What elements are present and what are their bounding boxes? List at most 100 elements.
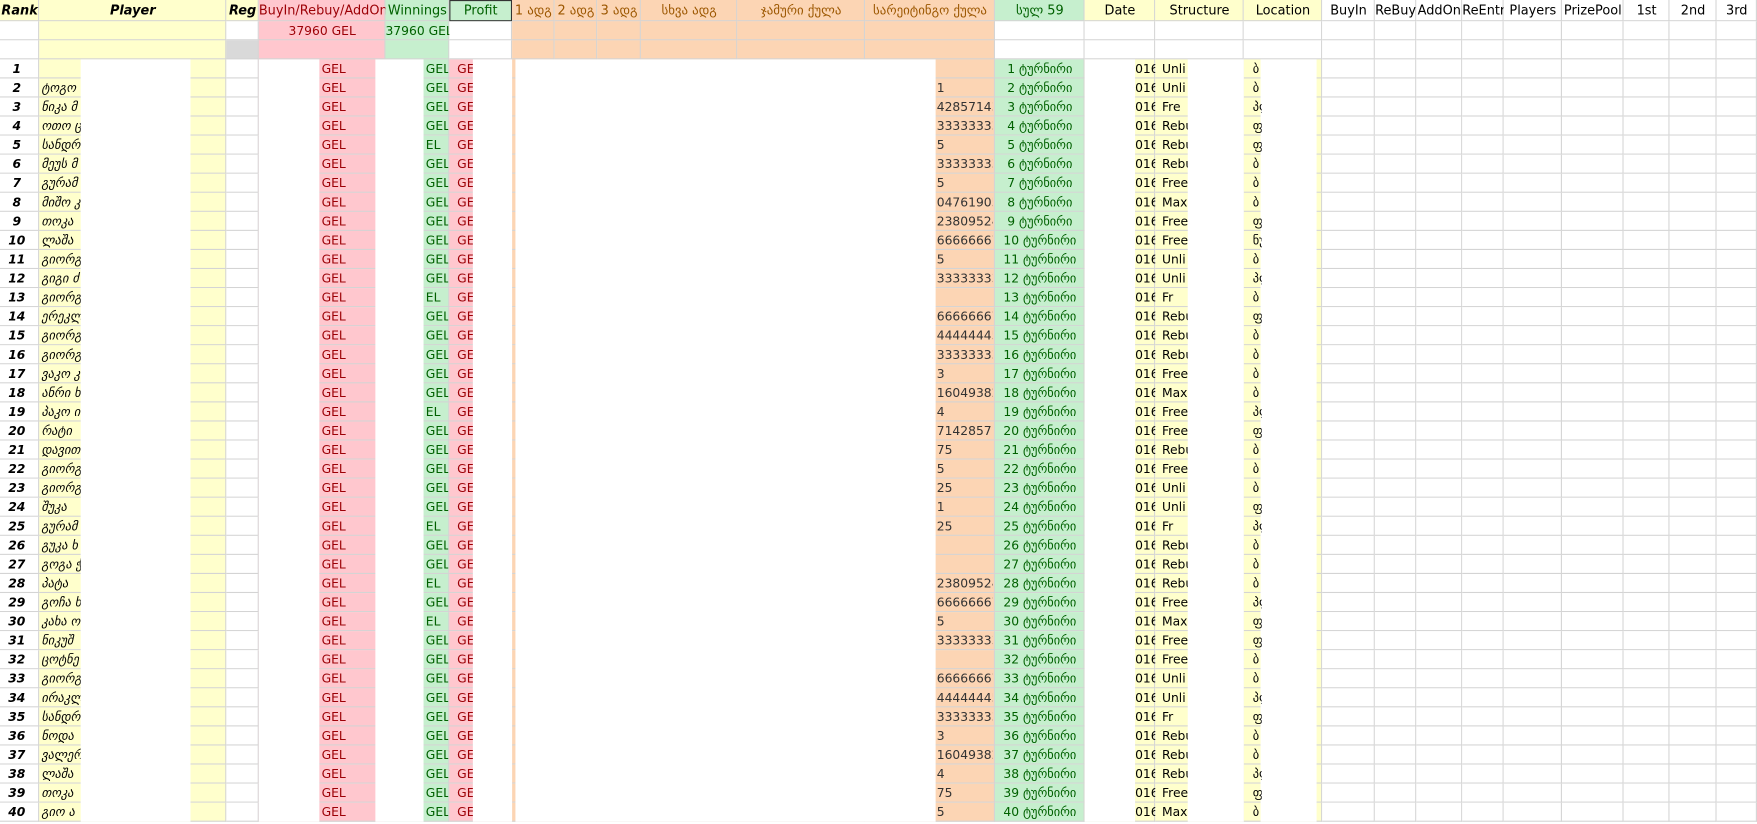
- header-cell: [597, 0, 641, 22]
- summary-cell: [1462, 21, 1504, 41]
- cell: [1561, 764, 1624, 784]
- cell: [1416, 288, 1463, 308]
- summary-cell: [1561, 21, 1624, 41]
- cell: [1669, 516, 1717, 536]
- cell: [1716, 440, 1757, 460]
- cell: [0, 402, 40, 422]
- cell: [1462, 688, 1504, 708]
- cell: [1503, 612, 1562, 632]
- cell: [0, 669, 40, 689]
- cell: [226, 211, 259, 231]
- player: გიორგ: [41, 671, 81, 687]
- rank: 35: [8, 709, 26, 725]
- cell: [995, 154, 1085, 174]
- cell: [1416, 535, 1463, 555]
- structure: Max: [1161, 804, 1188, 820]
- cell: [226, 745, 259, 765]
- structure: Rebu: [1161, 347, 1188, 363]
- cell: [995, 116, 1085, 136]
- rank: 1: [12, 61, 22, 77]
- cell: [1669, 478, 1717, 498]
- cell: [1716, 383, 1757, 403]
- structure: Rebu: [1161, 137, 1188, 153]
- cell: [1669, 192, 1717, 212]
- cell: [1561, 154, 1624, 174]
- cell: [1561, 783, 1624, 803]
- cell: [1462, 631, 1504, 651]
- date: 016: [1135, 366, 1155, 382]
- date: 016: [1135, 385, 1155, 401]
- profit: GE: [457, 80, 473, 96]
- cell: [0, 97, 40, 117]
- cell: [1462, 802, 1504, 822]
- rating: 3: [936, 728, 945, 744]
- profit: GE: [457, 99, 473, 115]
- column-header: PrizePool: [1563, 2, 1622, 18]
- cell: [1623, 764, 1670, 784]
- winnings: GEL: [425, 461, 449, 477]
- column-header: 3 ადგ: [600, 2, 638, 18]
- rank: 7: [12, 176, 22, 191]
- cell: [1374, 326, 1417, 346]
- cell: [226, 78, 259, 98]
- cell: [226, 192, 259, 212]
- rank: 30: [8, 614, 26, 629]
- structure: Max: [1161, 195, 1188, 210]
- cell: [226, 135, 259, 155]
- cell: [1462, 230, 1504, 251]
- profit: GE: [457, 61, 473, 77]
- cell: [226, 250, 259, 270]
- cell: [1462, 59, 1504, 79]
- tournaments: 13 ტურნირი: [1003, 290, 1077, 305]
- cell: [1669, 288, 1717, 308]
- structure: Free: [1161, 233, 1188, 248]
- summary-cell: [597, 40, 641, 60]
- location: ბ: [1252, 195, 1260, 210]
- player: ოთო ც: [41, 118, 81, 134]
- cell: [0, 574, 40, 594]
- profit: GE: [457, 633, 473, 648]
- cell: [1623, 250, 1670, 270]
- rank: 27: [8, 557, 26, 572]
- cell: [995, 745, 1085, 765]
- profit: GE: [457, 423, 473, 439]
- cell: [1623, 574, 1670, 594]
- header-cell: [226, 0, 259, 22]
- winnings: GEL: [425, 233, 449, 248]
- rank: 32: [8, 652, 26, 668]
- cell: [1503, 192, 1562, 212]
- player: ირაკლ: [41, 690, 81, 706]
- location: ბ: [1252, 80, 1260, 96]
- summary-cell: [385, 21, 450, 41]
- cell: [1503, 802, 1562, 822]
- date: 016: [1135, 538, 1155, 553]
- cell: [1462, 192, 1504, 212]
- cell: [995, 364, 1085, 384]
- cell: [995, 326, 1085, 346]
- cell: [226, 554, 259, 575]
- summary-cell: [385, 40, 450, 60]
- cell: [1374, 459, 1417, 479]
- buyin: GEL: [321, 690, 346, 706]
- cell: [1462, 211, 1504, 231]
- structure: Unli: [1161, 271, 1186, 286]
- summary-cell: [512, 21, 555, 41]
- structure: Free: [1161, 404, 1188, 420]
- cell: [995, 726, 1085, 746]
- tournaments: 4 ტურნირი: [1007, 118, 1073, 134]
- cell: [226, 726, 259, 746]
- player: ნიკა მ: [41, 99, 78, 115]
- structure: Free: [1161, 176, 1188, 191]
- winnings: GEL: [425, 252, 449, 267]
- cell: [1503, 78, 1562, 98]
- summary-cell: [1669, 21, 1717, 41]
- cell: [226, 402, 259, 422]
- structure: Rebu: [1161, 309, 1188, 324]
- cell: [995, 802, 1085, 822]
- rank: 10: [8, 233, 26, 248]
- cell: [1416, 593, 1463, 613]
- cell: [1716, 535, 1757, 555]
- cell: [1623, 326, 1670, 346]
- cell: [1462, 707, 1504, 727]
- cell: [1561, 307, 1624, 327]
